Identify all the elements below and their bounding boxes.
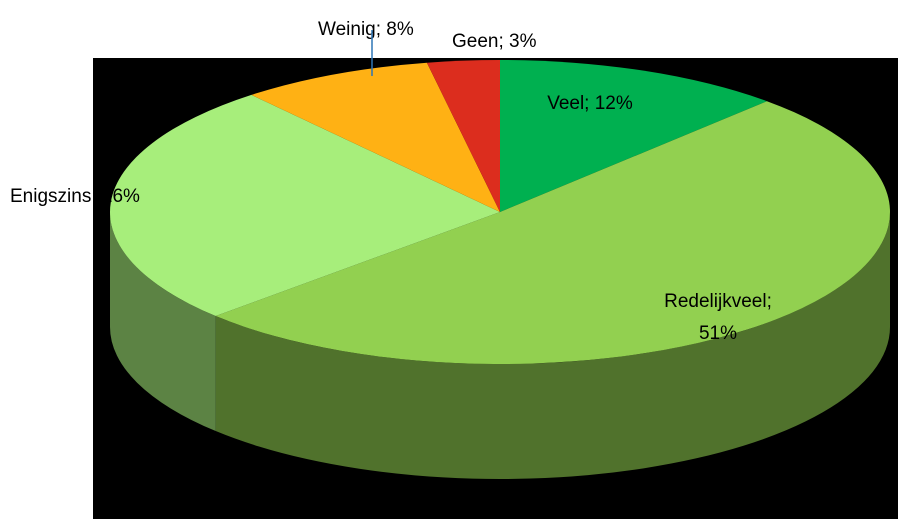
- slice: [426, 60, 500, 212]
- data-label-line: Redelijkveel;: [664, 291, 772, 312]
- data-label-line: 51%: [699, 323, 737, 344]
- slice: [251, 62, 500, 212]
- slice-side: [110, 212, 216, 432]
- data-label: Weinig; 8%: [318, 19, 414, 40]
- data-label: Geen; 3%: [452, 31, 537, 52]
- data-label: Veel; 12%: [547, 93, 633, 114]
- data-label: Redelijkveel; 51%: [664, 291, 772, 344]
- slice: [215, 101, 890, 364]
- slice: [110, 94, 500, 317]
- slice: [500, 60, 767, 212]
- labels: Veel; 12% Redelijkveel; 51% Enigszins; 26% W…: [10, 19, 772, 344]
- slice-side: [215, 212, 890, 479]
- pie: [110, 60, 890, 479]
- data-label: Enigszins; 26%: [10, 186, 140, 207]
